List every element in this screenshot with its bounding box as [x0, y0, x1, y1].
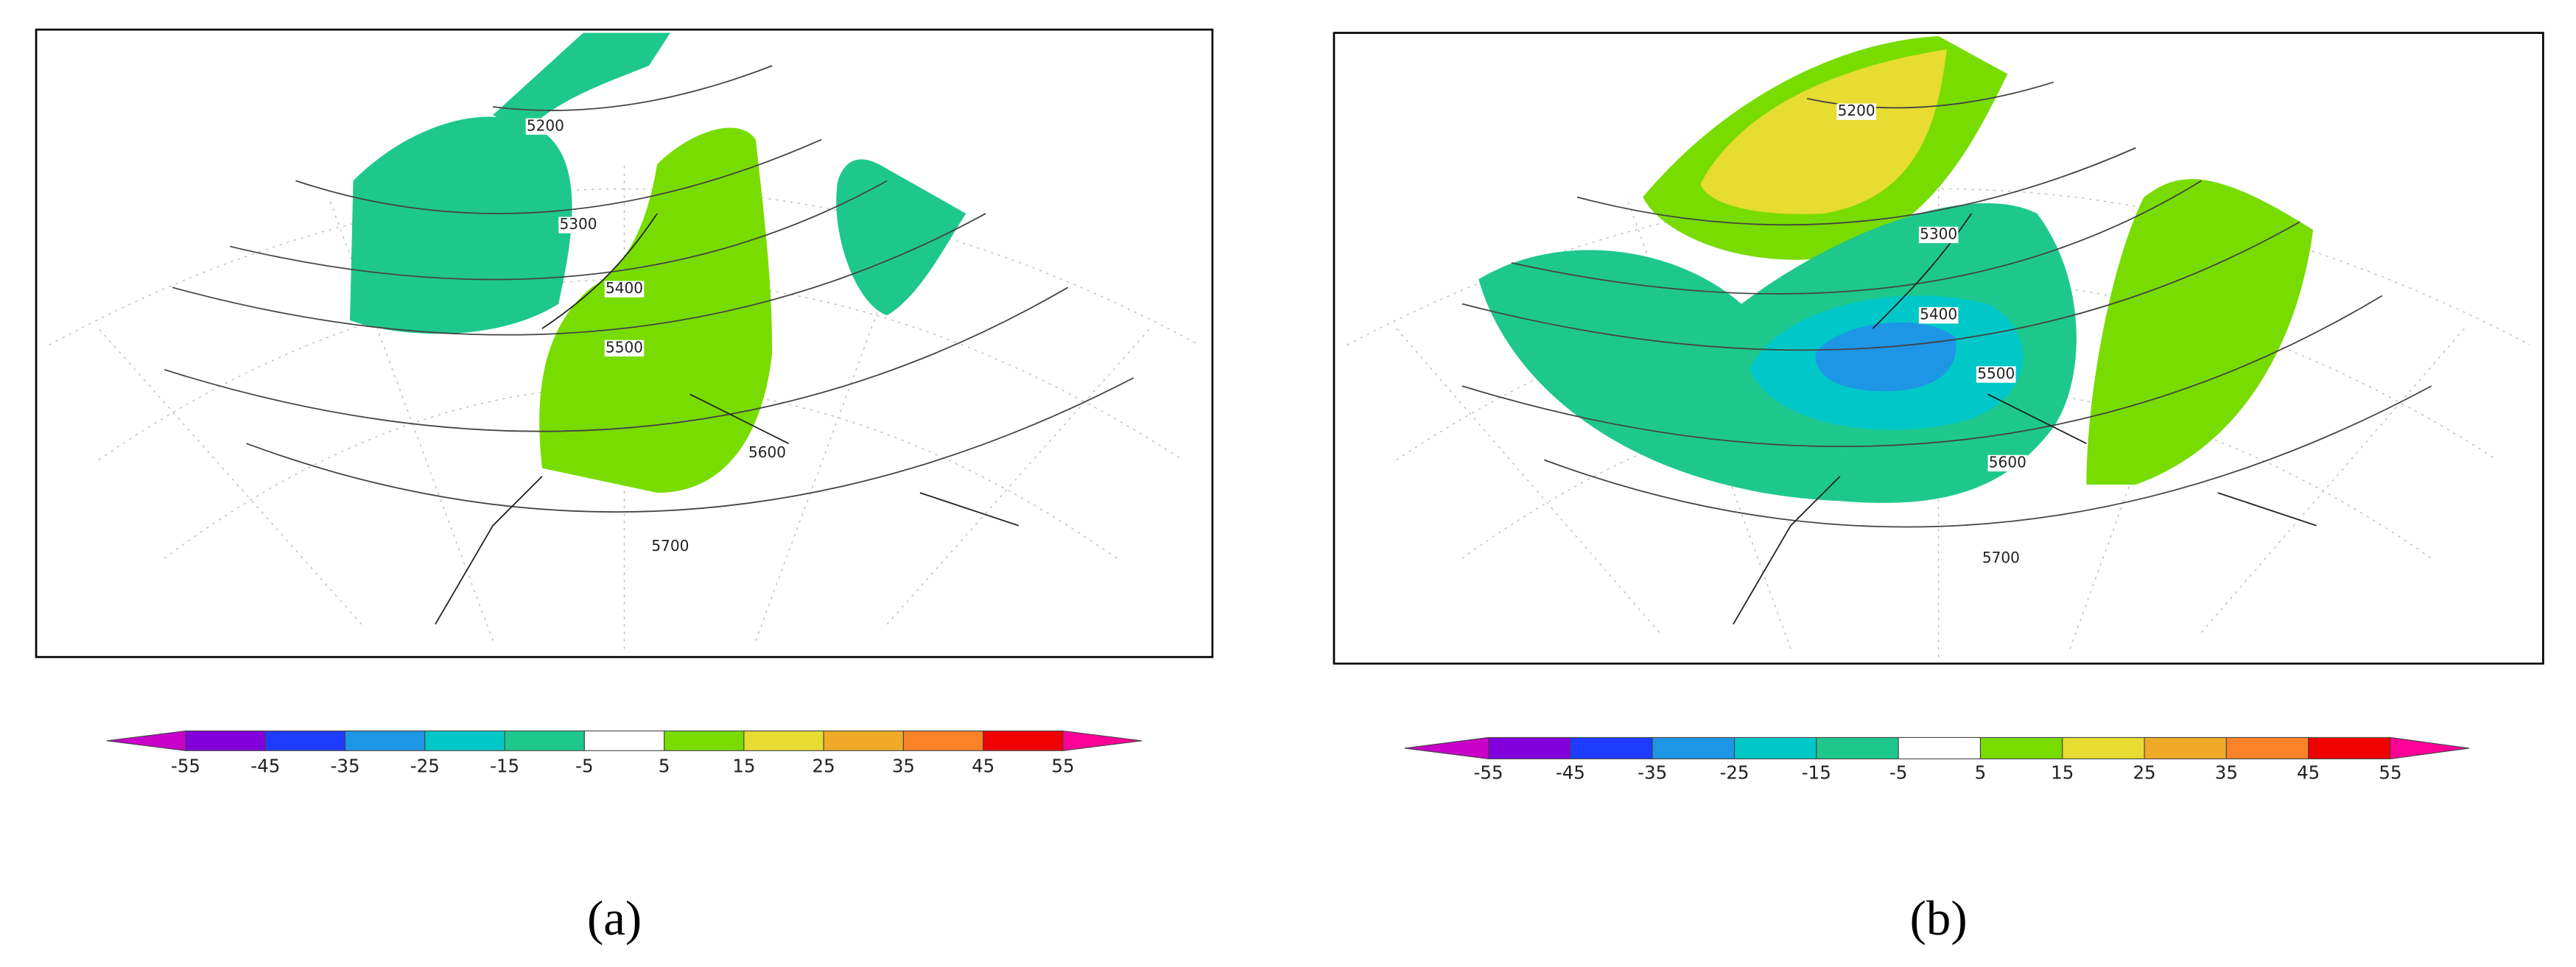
- colorbar-box: [2308, 736, 2391, 759]
- colorbar-label: -55: [171, 756, 200, 777]
- colorbar-box: [664, 730, 745, 751]
- contour-line: [164, 65, 1134, 513]
- colorbar-box: [743, 730, 824, 751]
- contour-label-bg: [1987, 454, 2028, 472]
- anomaly-region: [539, 127, 773, 493]
- colorbar-label: 55: [2379, 762, 2401, 783]
- colorbar-label: -55: [1474, 762, 1503, 783]
- colorbar-box: [344, 730, 426, 751]
- colorbar-box: [1816, 736, 1899, 759]
- colorbar-box: [264, 730, 346, 751]
- colorbar-box: [504, 730, 585, 751]
- colorbar-label: 55: [1051, 756, 1074, 777]
- colorbar-label: 15: [732, 756, 755, 777]
- colorbar-label: 25: [2133, 762, 2155, 783]
- colorbar-label: -25: [1719, 762, 1749, 783]
- contour-label: 5700: [1982, 549, 2020, 566]
- colorbar-label: 45: [2297, 762, 2320, 783]
- contour-label: 5400: [1920, 306, 1957, 323]
- anomaly-region: [836, 159, 966, 316]
- contour-label-bg: [604, 281, 645, 298]
- anomaly-region: [2086, 179, 2314, 485]
- contour-label: 5600: [1989, 453, 2026, 471]
- colorbar-arrow: [2390, 736, 2470, 760]
- colorbar-label: 25: [813, 756, 835, 777]
- colorbar-box: [1652, 736, 1736, 759]
- colorbar-box: [983, 730, 1064, 751]
- colorbar-box: [1733, 736, 1817, 759]
- colorbar-arrow: [106, 730, 186, 751]
- colorbar-box: [185, 730, 266, 751]
- contour-label-bg: [1976, 366, 2016, 383]
- colorbar-label: 45: [972, 756, 994, 777]
- colorbar-box: [823, 730, 904, 751]
- colorbar-arrow: [1404, 736, 1489, 760]
- colorbar-box: [2225, 736, 2309, 759]
- contour-label-bg: [1836, 103, 1876, 120]
- contour-label: 5500: [1977, 365, 2015, 382]
- colorbar-box: [1979, 736, 2063, 759]
- colorbar-label: 35: [2215, 762, 2238, 783]
- coastline: [435, 213, 1019, 625]
- contour-line: [1461, 81, 2432, 528]
- colorbar-label: 35: [892, 756, 915, 777]
- colorbar-label: -5: [1889, 762, 1907, 783]
- colorbar-label: -45: [250, 756, 280, 777]
- colorbar-label: -35: [331, 756, 360, 777]
- contour-label-bg: [1918, 226, 1959, 244]
- panel-caption: (a): [587, 891, 642, 946]
- colorbar-box: [2144, 736, 2227, 759]
- colorbar-box: [1488, 736, 1571, 759]
- colorbar-box: [1898, 736, 1981, 759]
- map-panel-a: [35, 28, 1214, 658]
- map-panel-b: [1333, 32, 2544, 665]
- anomaly-region: [1700, 49, 1947, 214]
- contour-label: 5300: [1920, 225, 1957, 242]
- colorbar-box: [1570, 736, 1653, 759]
- colorbar-box: [902, 730, 984, 751]
- panel-caption: (b): [1910, 891, 1968, 946]
- colorbar-label: -35: [1638, 762, 1667, 783]
- colorbar-label: -15: [1802, 762, 1831, 783]
- contour-label: 5700: [651, 537, 689, 555]
- colorbar-label: -15: [490, 756, 519, 777]
- contour-label-bg: [650, 538, 690, 555]
- colorbar-arrow: [1062, 730, 1143, 751]
- colorbar-box: [583, 730, 665, 751]
- graticule: [49, 164, 1200, 649]
- contour-label: 5500: [606, 338, 643, 356]
- contour-label-bg: [604, 340, 645, 356]
- contour-label-bg: [1918, 307, 1959, 324]
- anomaly-region: [1815, 322, 1956, 392]
- contour-label: 5300: [560, 215, 597, 233]
- colorbar-label: -45: [1556, 762, 1585, 783]
- contour-label: 5600: [748, 443, 786, 461]
- colorbar-label: -25: [410, 756, 440, 777]
- contour-label-bg: [558, 217, 598, 233]
- colorbar-label: 15: [2051, 762, 2074, 783]
- contour-label-bg: [747, 445, 787, 462]
- colorbar-label: -5: [575, 756, 593, 777]
- colorbar-box: [2062, 736, 2145, 759]
- contour-label: 5200: [527, 116, 564, 134]
- colorbar-label: 5: [659, 756, 670, 777]
- anomaly-region: [493, 32, 670, 132]
- coastline: [1733, 213, 2317, 625]
- colorbar-label: 5: [1975, 762, 1987, 783]
- contour-label: 5400: [606, 279, 643, 297]
- contour-label-bg: [525, 118, 566, 135]
- contour-label: 5200: [1838, 102, 1875, 119]
- colorbar-box: [424, 730, 505, 751]
- contour-label-bg: [1981, 550, 2021, 567]
